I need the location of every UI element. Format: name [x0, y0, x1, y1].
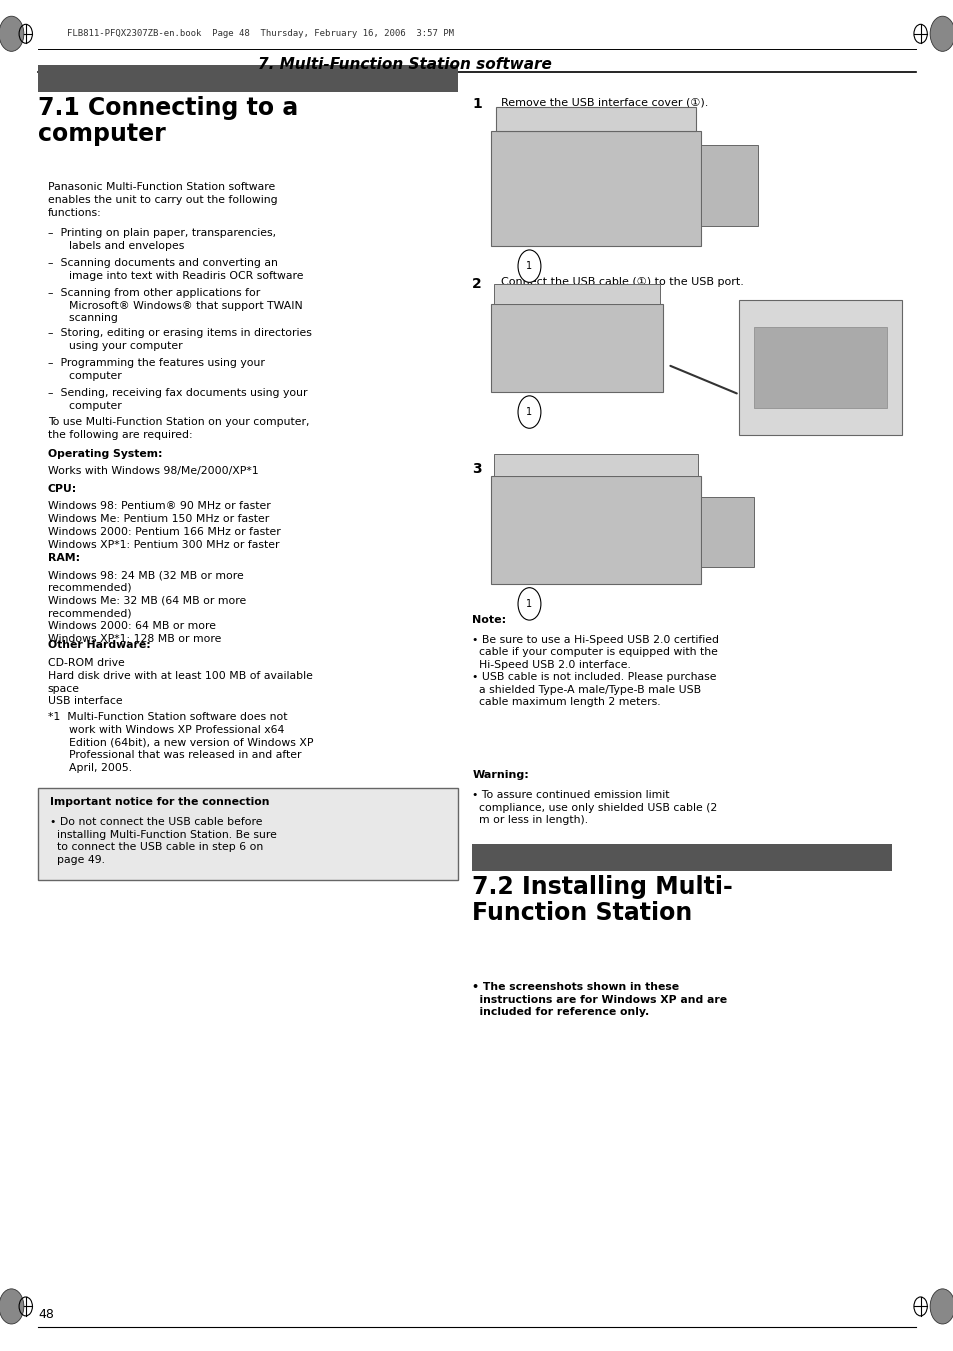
Text: Attach the USB interface cover (①).: Attach the USB interface cover (①). [500, 462, 699, 471]
Circle shape [517, 588, 540, 620]
Text: –  Storing, editing or erasing items in directories
      using your computer: – Storing, editing or erasing items in d… [48, 328, 312, 351]
Text: • To assure continued emission limit
  compliance, use only shielded USB cable (: • To assure continued emission limit com… [472, 790, 717, 825]
Text: 7.1 Connecting to a
computer: 7.1 Connecting to a computer [38, 96, 298, 146]
Text: –  Scanning from other applications for
      Microsoft® Windows® that support T: – Scanning from other applications for M… [48, 288, 302, 323]
Circle shape [929, 16, 953, 51]
Text: 48: 48 [38, 1308, 54, 1321]
Text: 1: 1 [526, 598, 532, 609]
Text: 1: 1 [526, 261, 532, 272]
Text: 7. Multi-Function Station software: 7. Multi-Function Station software [257, 57, 551, 72]
Text: Windows 98: Pentium® 90 MHz or faster
Windows Me: Pentium 150 MHz or faster
Wind: Windows 98: Pentium® 90 MHz or faster Wi… [48, 501, 280, 550]
Text: To use Multi-Function Station on your computer,
the following are required:: To use Multi-Function Station on your co… [48, 417, 309, 440]
Bar [494, 454, 698, 476]
Text: FLB811-PFQX2307ZB-en.book  Page 48  Thursday, February 16, 2006  3:57 PM: FLB811-PFQX2307ZB-en.book Page 48 Thursd… [67, 30, 454, 38]
Bar [494, 284, 659, 304]
Text: –  Sending, receiving fax documents using your
      computer: – Sending, receiving fax documents using… [48, 388, 307, 411]
Circle shape [517, 396, 540, 428]
Text: –  Printing on plain paper, transparencies,
      labels and envelopes: – Printing on plain paper, transparencie… [48, 228, 275, 251]
Bar [472, 844, 891, 871]
Bar [739, 300, 901, 435]
Circle shape [0, 16, 24, 51]
Text: 1: 1 [472, 97, 481, 111]
Text: • The screenshots shown in these
  instructions are for Windows XP and are
  inc: • The screenshots shown in these instruc… [472, 982, 726, 1017]
Circle shape [517, 250, 540, 282]
Text: CPU:: CPU: [48, 484, 77, 493]
Bar [753, 327, 886, 408]
Text: • Be sure to use a Hi-Speed USB 2.0 certified
  cable if your computer is equipp: • Be sure to use a Hi-Speed USB 2.0 cert… [472, 635, 719, 707]
Text: Works with Windows 98/Me/2000/XP*1: Works with Windows 98/Me/2000/XP*1 [48, 466, 258, 476]
Text: Important notice for the connection: Important notice for the connection [50, 797, 269, 807]
Text: Other Hardware:: Other Hardware: [48, 640, 151, 650]
Text: Note:: Note: [472, 615, 506, 624]
Text: CD-ROM drive
Hard disk drive with at least 100 MB of available
space
USB interfa: CD-ROM drive Hard disk drive with at lea… [48, 658, 313, 707]
Text: 2: 2 [472, 277, 481, 290]
Bar [491, 131, 700, 246]
Text: Panasonic Multi-Function Station software
enables the unit to carry out the foll: Panasonic Multi-Function Station softwar… [48, 182, 277, 218]
Text: –  Scanning documents and converting an
      image into text with Readiris OCR : – Scanning documents and converting an i… [48, 258, 303, 281]
Text: Windows 98: 24 MB (32 MB or more
recommended)
Windows Me: 32 MB (64 MB or more
r: Windows 98: 24 MB (32 MB or more recomme… [48, 570, 246, 644]
Bar [700, 146, 758, 226]
Text: 3: 3 [472, 462, 481, 476]
Bar [491, 304, 662, 392]
Circle shape [0, 1289, 24, 1324]
Text: RAM:: RAM: [48, 553, 80, 562]
Text: Connect the USB cable (①) to the USB port.: Connect the USB cable (①) to the USB por… [500, 277, 743, 286]
Text: 7.2 Installing Multi-
Function Station: 7.2 Installing Multi- Function Station [472, 875, 732, 925]
Text: –  Programming the features using your
      computer: – Programming the features using your co… [48, 358, 264, 381]
Text: 1: 1 [526, 407, 532, 417]
Bar [700, 497, 753, 567]
Bar [491, 476, 700, 584]
Text: Warning:: Warning: [472, 770, 528, 780]
Bar [38, 65, 457, 92]
Text: • Do not connect the USB cable before
  installing Multi-Function Station. Be su: • Do not connect the USB cable before in… [50, 817, 276, 865]
Text: Remove the USB interface cover (①).: Remove the USB interface cover (①). [500, 97, 707, 107]
Bar [38, 788, 457, 880]
Text: *1  Multi-Function Station software does not
      work with Windows XP Professi: *1 Multi-Function Station software does … [48, 712, 313, 773]
Circle shape [929, 1289, 953, 1324]
Bar [496, 107, 696, 131]
Text: Operating System:: Operating System: [48, 449, 162, 458]
